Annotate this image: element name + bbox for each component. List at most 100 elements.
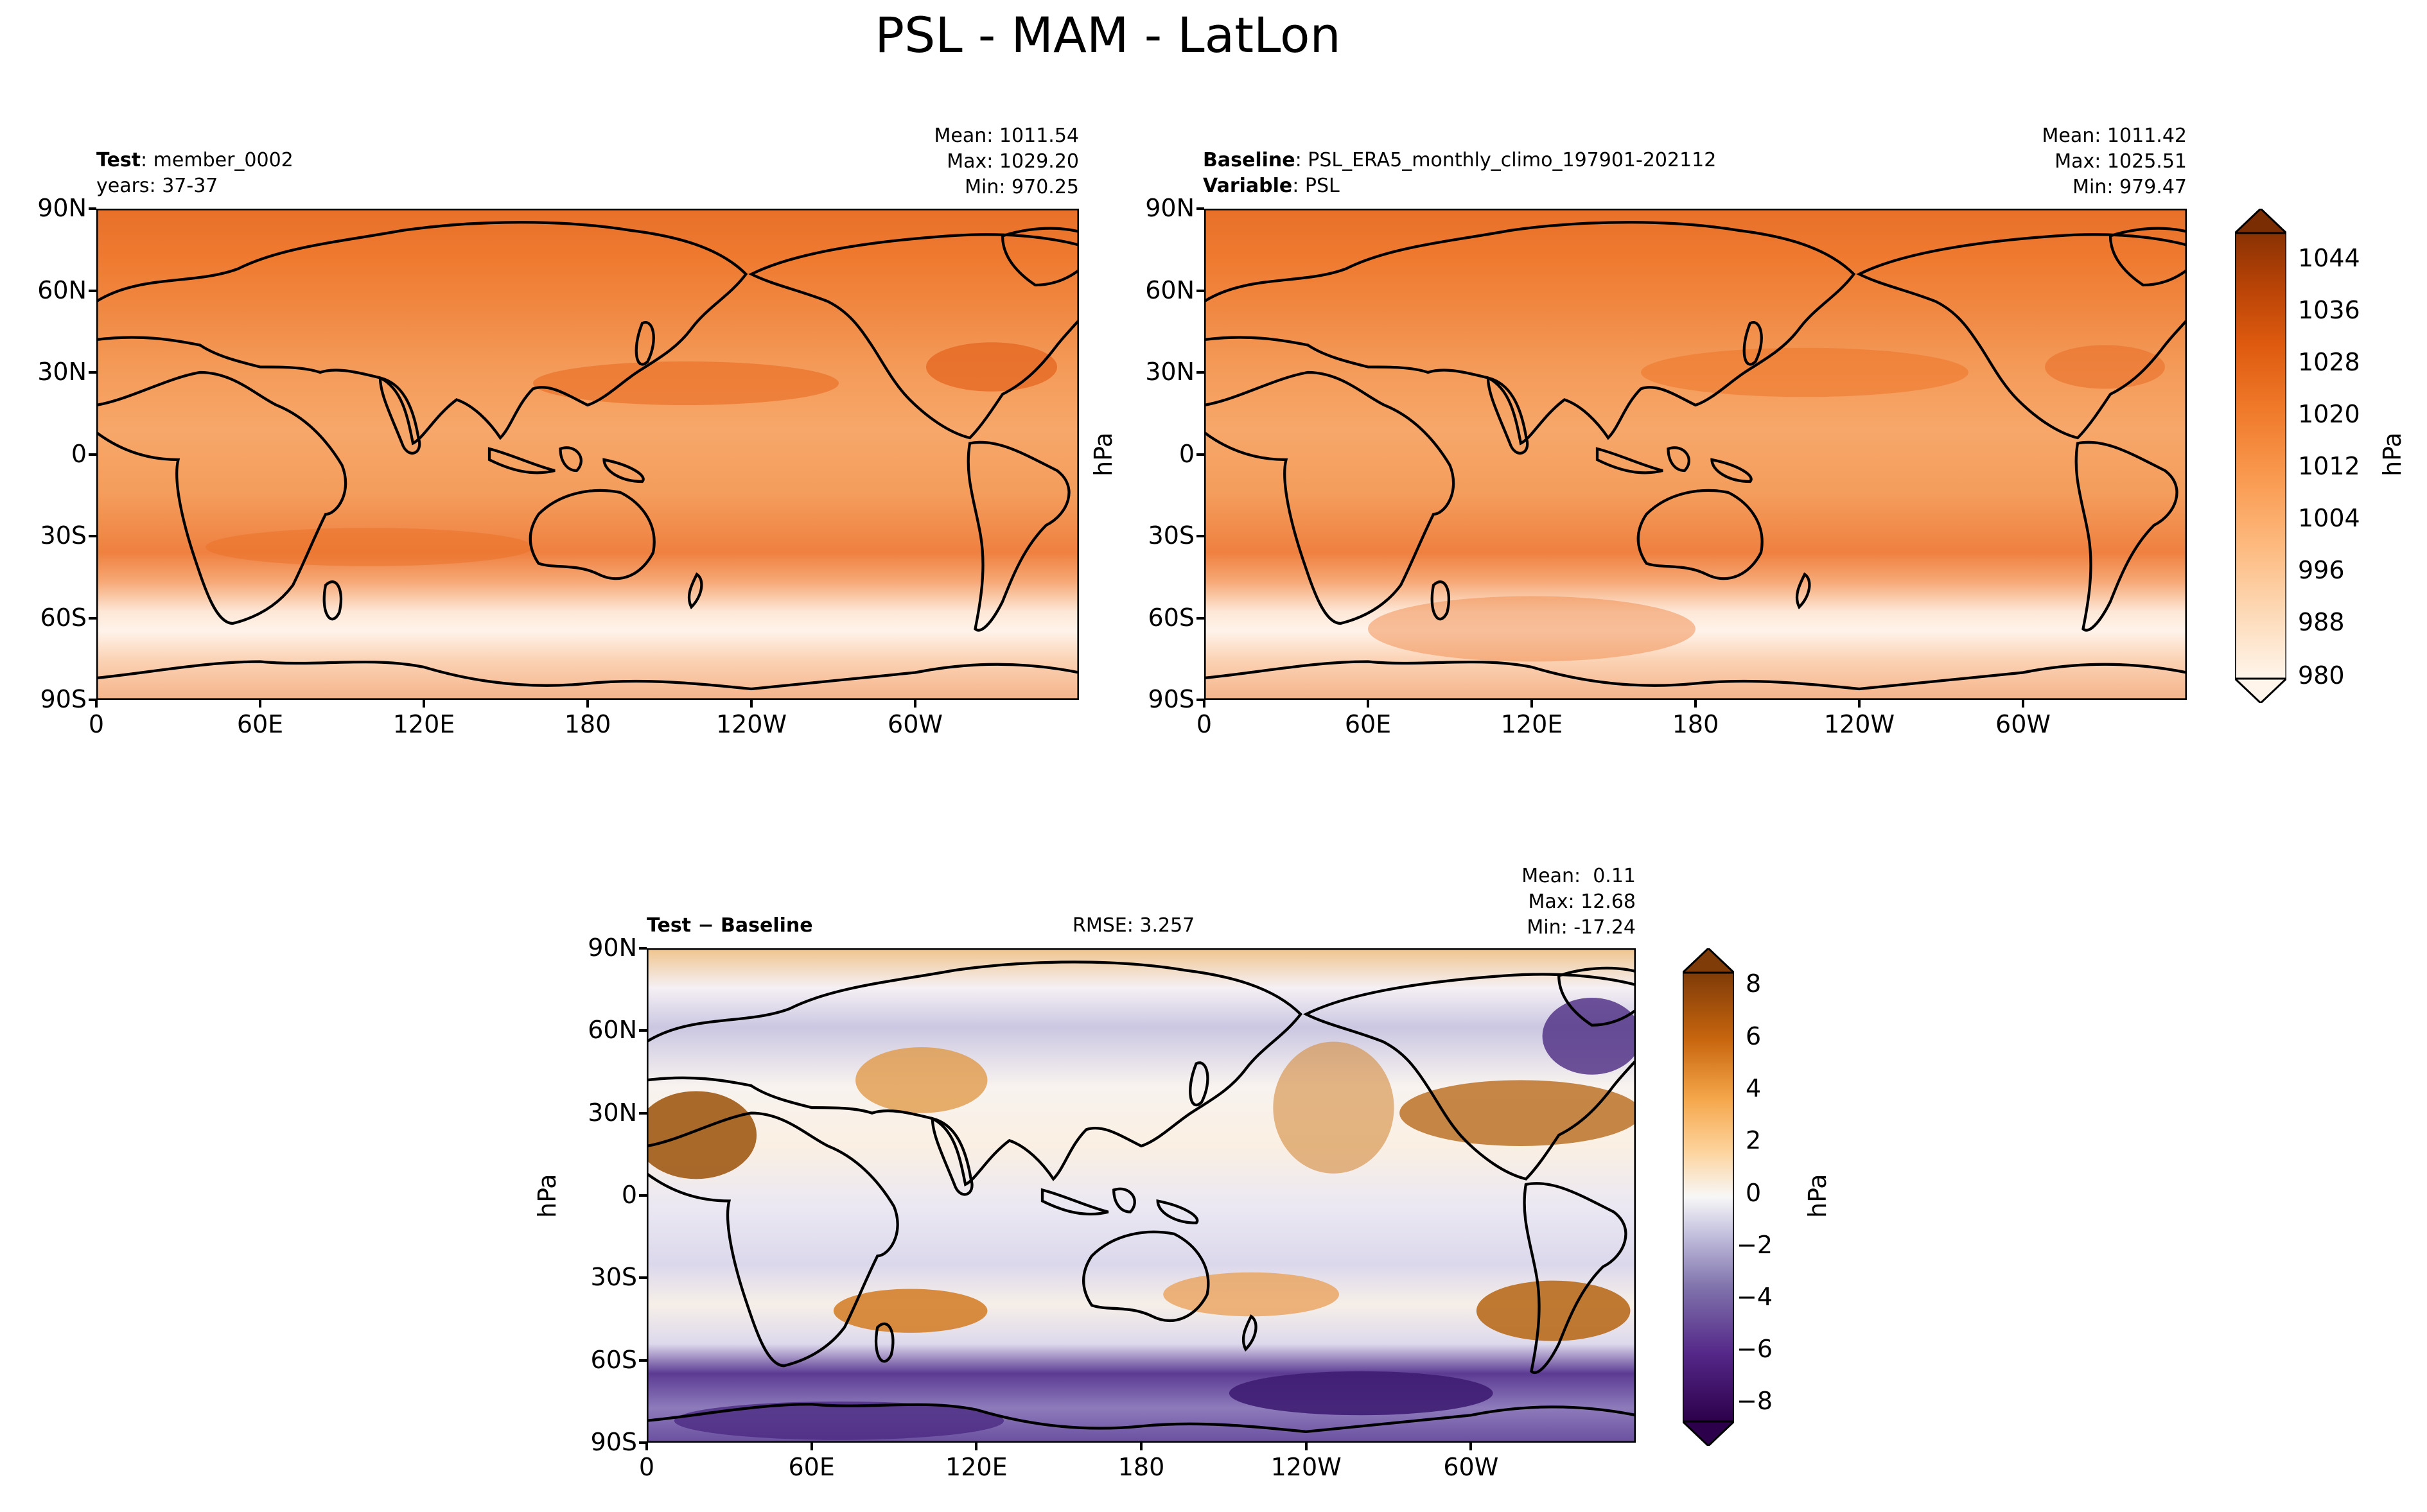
colorbar-diff (1683, 948, 1734, 1446)
diff-lat-tick-6: 90S (590, 1428, 637, 1456)
baseline-lon-tickmark-2 (1530, 700, 1533, 708)
diff-lon-tick-1: 60E (788, 1453, 835, 1481)
test-lat-tick-3: 0 (71, 439, 87, 468)
test-lat-tickmark-2 (89, 371, 96, 374)
diff-lat-tickmark-1 (639, 1029, 647, 1032)
colorbar-main-tick-6: 996 (2298, 556, 2345, 584)
test-lon-tick-2: 120E (392, 710, 455, 738)
baseline-lon-tickmark-1 (1367, 700, 1369, 708)
baseline-max: Max: 1025.51 (2055, 150, 2187, 173)
colorbar-diff-tick-1: 6 (1746, 1022, 1762, 1050)
baseline-lon-tickmark-4 (1858, 700, 1861, 708)
diff-lon-tickmark-2 (975, 1443, 978, 1450)
diff-mean: Mean: 0.11 (1521, 865, 1636, 887)
colorbar-diff-label: hPa (1803, 1174, 1832, 1218)
test-lat-tickmark-3 (89, 453, 96, 456)
test-lat-tick-4: 30S (40, 521, 87, 550)
diff-lon-tick-2: 120E (945, 1453, 1008, 1481)
baseline-lat-tick-5: 60S (1148, 603, 1195, 632)
diff-lat-tickmark-0 (639, 947, 647, 950)
colorbar-diff-tick-2: 4 (1746, 1074, 1762, 1102)
baseline-lon-tick-0: 0 (1196, 710, 1213, 738)
colorbar-main-tick-5: 1004 (2298, 504, 2360, 532)
baseline-lat-tick-6: 90S (1148, 685, 1195, 713)
colorbar-diff-tick-4: 0 (1746, 1179, 1762, 1207)
colorbar-main-top-extend (2235, 209, 2286, 234)
diff-lon-tick-3: 180 (1117, 1453, 1165, 1481)
baseline-lat-tickmark-1 (1196, 289, 1204, 292)
baseline-lon-tick-3: 180 (1672, 710, 1719, 738)
test-mean: Mean: 1011.54 (934, 125, 1079, 147)
baseline-lat-tick-1: 60N (1145, 275, 1195, 304)
test-lon-tickmark-3 (586, 700, 589, 708)
colorbar-main-tick-2: 1028 (2298, 348, 2360, 376)
baseline-panel-header: Baseline: PSL_ERA5_monthly_climo_197901-… (1203, 148, 1716, 199)
test-lon-tick-5: 60W (888, 710, 943, 738)
diff-lon-tickmark-0 (645, 1443, 648, 1450)
diff-lon-tickmark-5 (1469, 1443, 1473, 1450)
test-lon-tick-1: 60E (236, 710, 284, 738)
baseline-lon-tickmark-3 (1694, 700, 1697, 708)
test-lon-tick-4: 120W (715, 710, 787, 738)
colorbar-main-tick-4: 1012 (2298, 452, 2360, 480)
diff-rmse: RMSE: 3.257 (1073, 914, 1195, 937)
diff-lon-tick-5: 60W (1443, 1453, 1499, 1481)
colorbar-main-tick-8: 980 (2298, 661, 2345, 690)
test-lat-tick-1: 60N (37, 275, 87, 304)
diff-label: Test − Baseline (647, 914, 813, 937)
baseline-mean: Mean: 1011.42 (2042, 125, 2187, 147)
test-lon-tickmark-2 (423, 700, 425, 708)
diff-max: Max: 12.68 (1528, 891, 1636, 913)
colorbar-diff-bottom-extend (1683, 1420, 1734, 1446)
colorbar-diff-tick-0: 8 (1746, 969, 1762, 998)
diff-panel-header: Test − Baseline (647, 913, 813, 939)
baseline-lat-tickmark-3 (1196, 453, 1204, 456)
baseline-map-plot (1204, 209, 2187, 700)
baseline-lat-tick-2: 30N (1145, 358, 1195, 386)
test-lat-tick-6: 90S (40, 685, 87, 713)
diff-lat-tick-3: 0 (621, 1181, 637, 1209)
colorbar-main-bar (2235, 232, 2286, 680)
colorbar-main-bottom-extend (2235, 677, 2286, 703)
baseline-lat-tickmark-6 (1196, 699, 1204, 701)
baseline-lon-tick-2: 120E (1500, 710, 1563, 738)
diff-lat-tickmark-3 (639, 1194, 647, 1197)
colorbar-diff-tick-3: 2 (1746, 1126, 1762, 1154)
diff-lat-tick-4: 30S (590, 1263, 637, 1292)
diff-lon-tick-0: 0 (638, 1453, 655, 1481)
colorbar-main-tick-0: 1044 (2298, 244, 2360, 272)
test-stats: Mean: 1011.54 Max: 1029.20 Min: 970.25 (835, 123, 1079, 200)
baseline-lat-tick-3: 0 (1178, 439, 1195, 468)
test-lon-tickmark-0 (95, 700, 98, 708)
diff-lat-tick-1: 60N (588, 1016, 637, 1045)
diff-lon-tickmark-3 (1140, 1443, 1143, 1450)
test-lon-tickmark-4 (750, 700, 753, 708)
colorbar-main-tick-3: 1020 (2298, 400, 2360, 428)
diff-lat-tickmark-5 (639, 1359, 647, 1362)
test-lat-tickmark-5 (89, 616, 96, 620)
diff-lon-tickmark-1 (810, 1443, 813, 1450)
baseline-lat-tickmark-5 (1196, 616, 1204, 620)
baseline-variable-rest: : PSL (1292, 175, 1340, 197)
test-map-plot (96, 209, 1079, 700)
colorbar-diff-tick-8: −8 (1737, 1387, 1773, 1415)
baseline-lat-tick-0: 90N (1145, 194, 1195, 222)
baseline-label-rest: : PSL_ERA5_monthly_climo_197901-202112 (1295, 149, 1717, 171)
test-panel-header: Test: member_0002 years: 37-37 (96, 148, 294, 199)
diff-lat-tick-2: 30N (588, 1098, 637, 1127)
diff-lat-tick-5: 60S (590, 1345, 637, 1374)
diff-map-plot (647, 948, 1636, 1443)
diff-lat-tickmark-4 (639, 1276, 647, 1280)
baseline-lon-tick-4: 120W (1823, 710, 1895, 738)
diff-lon-tick-4: 120W (1270, 1453, 1342, 1481)
diff-min: Min: -17.24 (1527, 916, 1636, 939)
baseline-lon-tick-5: 60W (1995, 710, 2051, 738)
test-lat-tickmark-6 (89, 699, 96, 701)
figure-title: PSL - MAM - LatLon (875, 6, 1341, 64)
test-lat-tickmark-0 (89, 207, 96, 210)
test-lon-tick-0: 0 (88, 710, 105, 738)
test-label-rest: : member_0002 (141, 149, 294, 171)
diff-lat-tickmark-6 (639, 1441, 647, 1444)
baseline-stats: Mean: 1011.42 Max: 1025.51 Min: 979.47 (1940, 123, 2187, 200)
diff-lon-tickmark-4 (1304, 1443, 1308, 1450)
